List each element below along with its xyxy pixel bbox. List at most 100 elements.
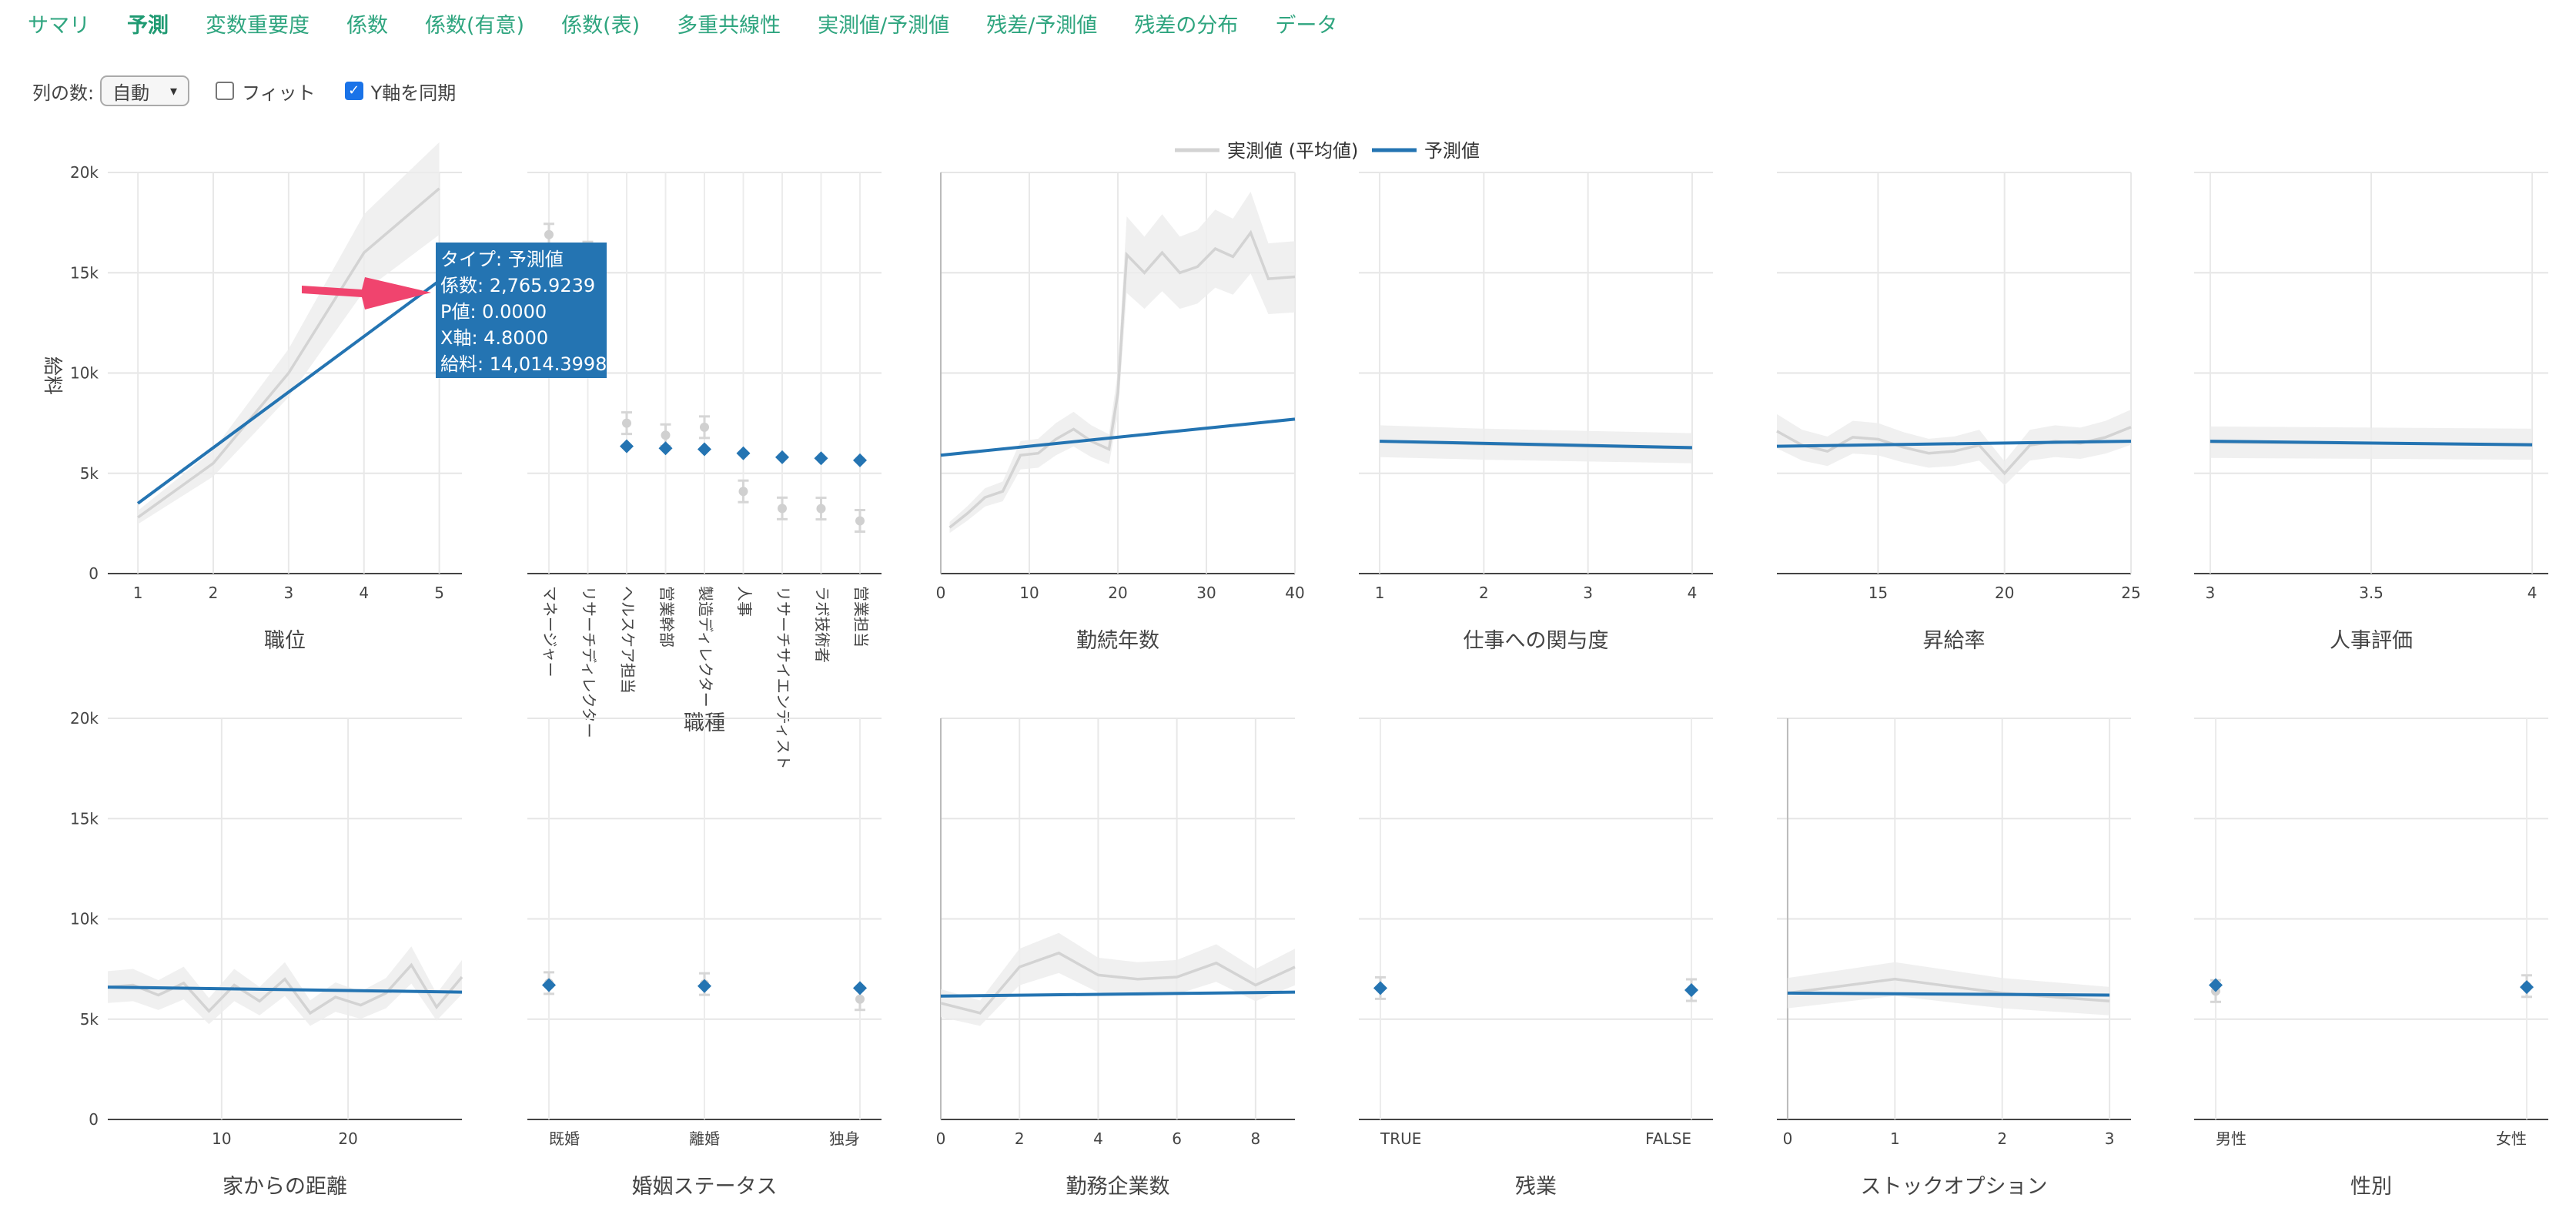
x-tick-label: 3 xyxy=(2105,1129,2115,1148)
actual-point xyxy=(855,994,865,1004)
columns-label: 列の数: xyxy=(32,82,95,104)
x-tick-label: 3 xyxy=(2206,584,2216,602)
predicted-line xyxy=(107,985,463,994)
actual-line xyxy=(137,187,440,519)
columns-select[interactable]: 自動 ▾ xyxy=(100,75,190,106)
predicted-point xyxy=(542,978,556,992)
panel-8: 0 2 4 6 8 勤務企業数 xyxy=(936,718,1296,1199)
panel-2: 0 10 20 30 40 勤続年数 xyxy=(936,172,1305,653)
panel-9: TRUE FALSE 残業 xyxy=(1359,718,1713,1199)
sync-y-checkbox[interactable]: ✓ xyxy=(344,82,363,100)
y-tick-label: 10k xyxy=(70,910,99,929)
x-tick-label: 1 xyxy=(1375,584,1385,602)
tab-9[interactable]: 残差の分布 xyxy=(1134,13,1239,38)
tooltip-line: P値: 0.0000 xyxy=(440,301,547,323)
predicted-point xyxy=(775,450,789,464)
actual-point xyxy=(855,516,865,526)
x-tick-label: 既婚 xyxy=(549,1129,580,1148)
confidence-band xyxy=(941,932,1295,1026)
x-tick-label: 20 xyxy=(1108,584,1127,602)
predicted-point xyxy=(853,981,867,995)
x-axis-title: 人事評価 xyxy=(2330,629,2413,653)
predicted-line xyxy=(1776,440,2132,448)
x-tick-label: 営業幹部 xyxy=(657,586,676,647)
tab-1[interactable]: 予測 xyxy=(127,13,169,38)
confidence-band xyxy=(138,142,440,524)
fit-checkbox[interactable] xyxy=(216,82,235,100)
x-tick-label: 3.5 xyxy=(2359,584,2384,602)
actual-point xyxy=(738,487,748,497)
y-tick-label: 20k xyxy=(70,709,99,728)
x-tick-label: 20 xyxy=(338,1129,357,1148)
predicted-point xyxy=(814,451,828,466)
panel-4: 15 20 25 昇給率 xyxy=(1776,172,2141,653)
x-tick-label: 25 xyxy=(2121,584,2140,602)
actual-point xyxy=(778,504,787,514)
predicted-line xyxy=(1380,440,1692,450)
x-tick-label: リサーチサイエンティスト xyxy=(774,586,793,770)
controls-bar: 列の数: 自動 ▾ フィット ✓ Y軸を同期 xyxy=(32,74,485,108)
tooltip-box xyxy=(436,243,607,378)
actual-line xyxy=(1787,977,2110,1003)
tab-6[interactable]: 多重共線性 xyxy=(677,13,781,38)
x-axis-title: ストックオプション xyxy=(1861,1175,2048,1199)
x-axis-title: 昇給率 xyxy=(1923,629,1986,653)
predicted-point xyxy=(2520,980,2534,995)
x-tick-label: FALSE xyxy=(1645,1129,1691,1148)
y-tick-label: 5k xyxy=(80,1010,99,1029)
predicted-point xyxy=(620,439,634,453)
x-tick-label: 10 xyxy=(1019,584,1039,602)
confidence-band xyxy=(1787,962,2110,1016)
predicted-point xyxy=(736,446,751,460)
panel-10: 0 1 2 3 ストックオプション xyxy=(1777,718,2131,1199)
x-tick-label: 0 xyxy=(936,1129,946,1148)
x-tick-label: 8 xyxy=(1251,1129,1261,1148)
x-tick-label: 40 xyxy=(1285,584,1304,602)
predicted-point xyxy=(1373,981,1387,995)
actual-point xyxy=(622,418,631,428)
tooltip-line: 給料: 14,014.3998 xyxy=(440,353,607,375)
x-tick-label: 15 xyxy=(1868,584,1888,602)
x-tick-label: ラボ技術者 xyxy=(813,586,831,663)
fit-checkbox-wrap[interactable]: フィット xyxy=(216,78,316,105)
x-tick-label: ヘルスケア担当 xyxy=(619,586,637,694)
y-axis-title: 給料 xyxy=(42,356,64,395)
x-tick-label: 男性 xyxy=(2216,1129,2246,1148)
actual-point xyxy=(544,229,554,239)
tab-4[interactable]: 係数(有意) xyxy=(425,13,525,38)
x-axis-title: 家からの距離 xyxy=(222,1175,347,1199)
x-axis-title: 性別 xyxy=(2350,1175,2392,1199)
x-tick-label: 3 xyxy=(284,584,294,602)
actual-line xyxy=(948,229,1296,529)
columns-select-value: 自動 xyxy=(112,82,150,104)
tab-3[interactable]: 係数 xyxy=(346,13,388,38)
tab-10[interactable]: データ xyxy=(1275,13,1338,38)
tab-5[interactable]: 係数(表) xyxy=(561,13,641,38)
x-tick-label: 4 xyxy=(1093,1129,1103,1148)
x-tick-label: 6 xyxy=(1172,1129,1182,1148)
x-axis-title: 勤続年数 xyxy=(1076,629,1159,653)
y-tick-label: 0 xyxy=(89,564,99,583)
tab-0[interactable]: サマリ xyxy=(28,13,90,38)
sync-y-checkbox-wrap[interactable]: ✓ Y軸を同期 xyxy=(344,78,456,105)
actual-point xyxy=(661,430,671,440)
tab-2[interactable]: 変数重要度 xyxy=(206,13,309,38)
chevron-down-icon: ▾ xyxy=(170,82,178,99)
x-tick-label: 0 xyxy=(936,584,946,602)
panel-6: 10 20 0 5k 10k 15k 20k 家からの距離 xyxy=(70,709,463,1199)
x-tick-label: 2 xyxy=(1015,1129,1025,1148)
tab-7[interactable]: 実測値/予測値 xyxy=(818,13,950,38)
actual-point xyxy=(700,422,709,432)
actual-point xyxy=(816,504,826,514)
predicted-point xyxy=(1684,982,1698,997)
tab-8[interactable]: 残差/予測値 xyxy=(986,13,1098,38)
panel-3: 1 2 3 4 仕事への関与度 xyxy=(1359,172,1713,653)
tooltip-line: X軸: 4.8000 xyxy=(440,327,548,349)
confidence-band xyxy=(949,192,1295,534)
x-tick-label: 2 xyxy=(1997,1129,2007,1148)
tab-bar: サマリ 予測 変数重要度 係数 係数(有意) 係数(表) 多重共線性 実測値/予測値 残差/予測… xyxy=(28,6,1337,40)
x-tick-label: 4 xyxy=(359,584,369,602)
